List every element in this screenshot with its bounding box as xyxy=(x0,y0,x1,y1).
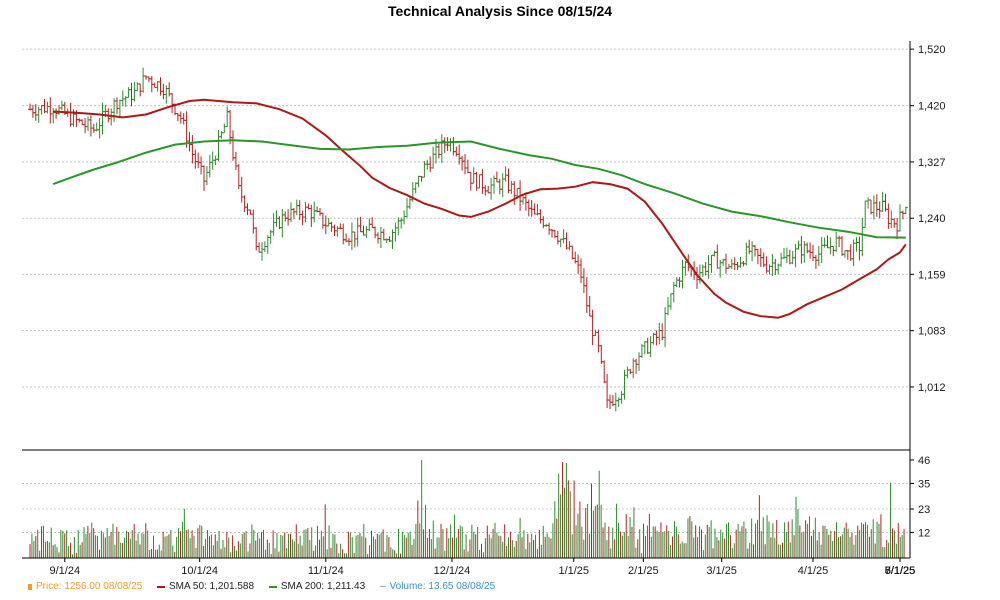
date-tick-label: 8/1/25 xyxy=(885,565,916,577)
date-axis-ticks: 9/1/24 10/1/24 11/1/24 12/1/24 1/1/25 2/1/25 3… xyxy=(50,558,916,577)
date-tick-label: 6/1/25 xyxy=(885,565,916,577)
price-tick-label: 1,083 xyxy=(918,326,946,338)
date-tick-label: 1/1/25 xyxy=(558,565,589,577)
date-tick-label: 11/1/24 xyxy=(308,565,344,577)
date-tick-label: 3/1/25 xyxy=(706,565,737,577)
date-tick-label: 12/1/24 xyxy=(434,565,471,577)
price-tick-label: 1,420 xyxy=(918,101,946,113)
date-tick-label: 4/1/25 xyxy=(798,565,829,577)
volume-tick-label: 23 xyxy=(918,504,930,516)
price-grid xyxy=(22,48,910,388)
legend-price-label: Price: 1256.00 08/08/25 xyxy=(36,581,143,593)
price-tick-label: 1,159 xyxy=(918,269,946,281)
volume-axis-ticks: 46 35 23 12 xyxy=(910,455,930,539)
legend-volume-label: Volume: 13.65 08/08/25 xyxy=(389,581,496,593)
sma200-swatch-icon xyxy=(268,585,277,588)
price-axis-ticks: 1,520 1,420 1,327 1,240 1,159 1,083 1,012 xyxy=(910,44,946,394)
volume-tick-label: 12 xyxy=(918,527,930,539)
legend-price: Price: 1256.00 08/08/25 xyxy=(28,581,142,592)
price-swatch-icon xyxy=(28,583,32,590)
volume-grid xyxy=(22,483,910,533)
date-tick-label: 5/1/25 xyxy=(885,565,916,577)
sma50-swatch-icon xyxy=(156,585,165,588)
sma200-line xyxy=(52,139,906,239)
chart-legend: Price: 1256.00 08/08/25 SMA 50: 1,201.58… xyxy=(28,581,507,595)
volume-tick-label: 35 xyxy=(918,478,930,490)
price-tick-label: 1,520 xyxy=(918,44,946,56)
date-tick-label: 7/1/25 xyxy=(885,565,916,577)
legend-volume: – Volume: 13.65 08/08/25 xyxy=(380,581,495,592)
chart-title: Technical Analysis Since 08/15/24 xyxy=(387,3,613,19)
legend-sma200: SMA 200: 1,211.43 xyxy=(268,581,366,593)
legend-sma50-label: SMA 50: 1,201.588 xyxy=(168,581,255,593)
legend-sma50: SMA 50: 1,201.588 xyxy=(156,581,255,593)
price-tick-label: 1,327 xyxy=(918,157,946,169)
volume-tick-label: 46 xyxy=(918,455,930,467)
date-tick-label: 9/1/24 xyxy=(50,565,81,577)
price-tick-label: 1,012 xyxy=(918,382,946,394)
legend-sma200-label: SMA 200: 1,211.43 xyxy=(280,581,366,593)
volume-bars xyxy=(29,460,905,558)
volume-swatch-icon: – xyxy=(379,581,386,592)
sma50-line xyxy=(53,98,907,319)
price-tick-label: 1,240 xyxy=(918,213,946,225)
date-tick-label: 10/1/24 xyxy=(181,565,218,577)
moving-average-lines xyxy=(52,98,907,319)
axes xyxy=(22,41,911,559)
date-tick-label: 2/1/25 xyxy=(628,565,659,577)
price-bars xyxy=(28,67,908,412)
